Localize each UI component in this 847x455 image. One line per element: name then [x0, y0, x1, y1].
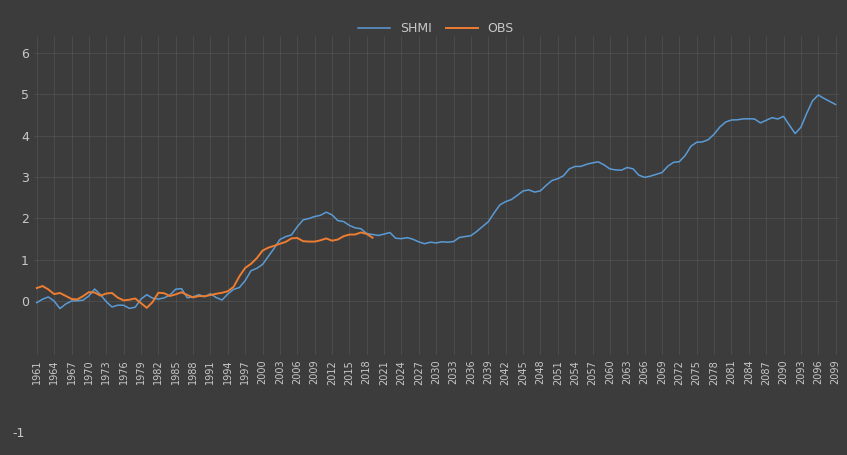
SHMI — [547, 178, 557, 183]
SHMI — [489, 210, 499, 216]
OBS — [37, 283, 47, 289]
SHMI — [831, 102, 841, 107]
Line: OBS: OBS — [36, 233, 373, 308]
SHMI — [37, 297, 47, 302]
SHMI — [31, 300, 42, 305]
Text: -1: -1 — [13, 427, 25, 440]
OBS — [43, 287, 53, 292]
SHMI — [454, 235, 464, 240]
SHMI — [55, 306, 65, 311]
SHMI — [43, 294, 53, 300]
SHMI — [825, 99, 835, 104]
Legend: SHMI, OBS: SHMI, OBS — [353, 17, 519, 40]
SHMI — [813, 92, 823, 98]
OBS — [31, 285, 42, 291]
Line: SHMI: SHMI — [36, 95, 836, 308]
